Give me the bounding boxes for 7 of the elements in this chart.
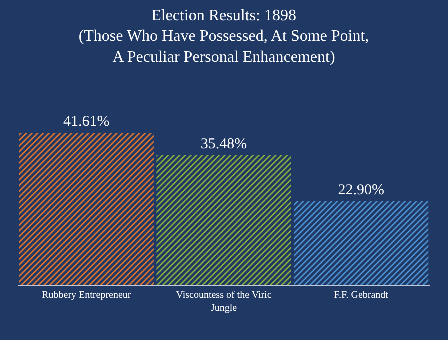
data-label: 41.61%: [64, 114, 110, 130]
x-tick-label: Rubbery Entrepreneur: [42, 290, 132, 301]
x-tick-label: Viscountess of the Viric Jungle: [176, 290, 272, 314]
data-label: 22.90%: [338, 182, 384, 198]
chart-title: Election Results: 1898 (Those Who Have Possessed, At Some Point, A Peculiar Personal Enhancement): [78, 7, 370, 66]
x-tick-label: F.F. Gebrandt: [334, 290, 389, 301]
data-label: 35.48%: [200, 136, 248, 152]
